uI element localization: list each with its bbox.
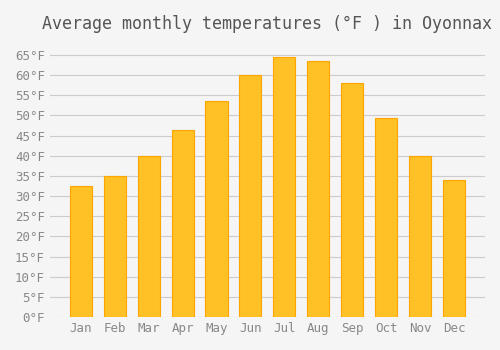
Bar <box>206 102 228 317</box>
Bar <box>138 156 160 317</box>
Bar <box>104 176 126 317</box>
Bar <box>308 61 330 317</box>
Bar <box>70 186 92 317</box>
Bar <box>240 75 262 317</box>
Bar <box>375 118 398 317</box>
Bar <box>443 180 465 317</box>
Title: Average monthly temperatures (°F ) in Oyonnax: Average monthly temperatures (°F ) in Oy… <box>42 15 492 33</box>
Bar <box>342 83 363 317</box>
Bar <box>172 130 194 317</box>
Bar <box>409 156 432 317</box>
Bar <box>274 57 295 317</box>
